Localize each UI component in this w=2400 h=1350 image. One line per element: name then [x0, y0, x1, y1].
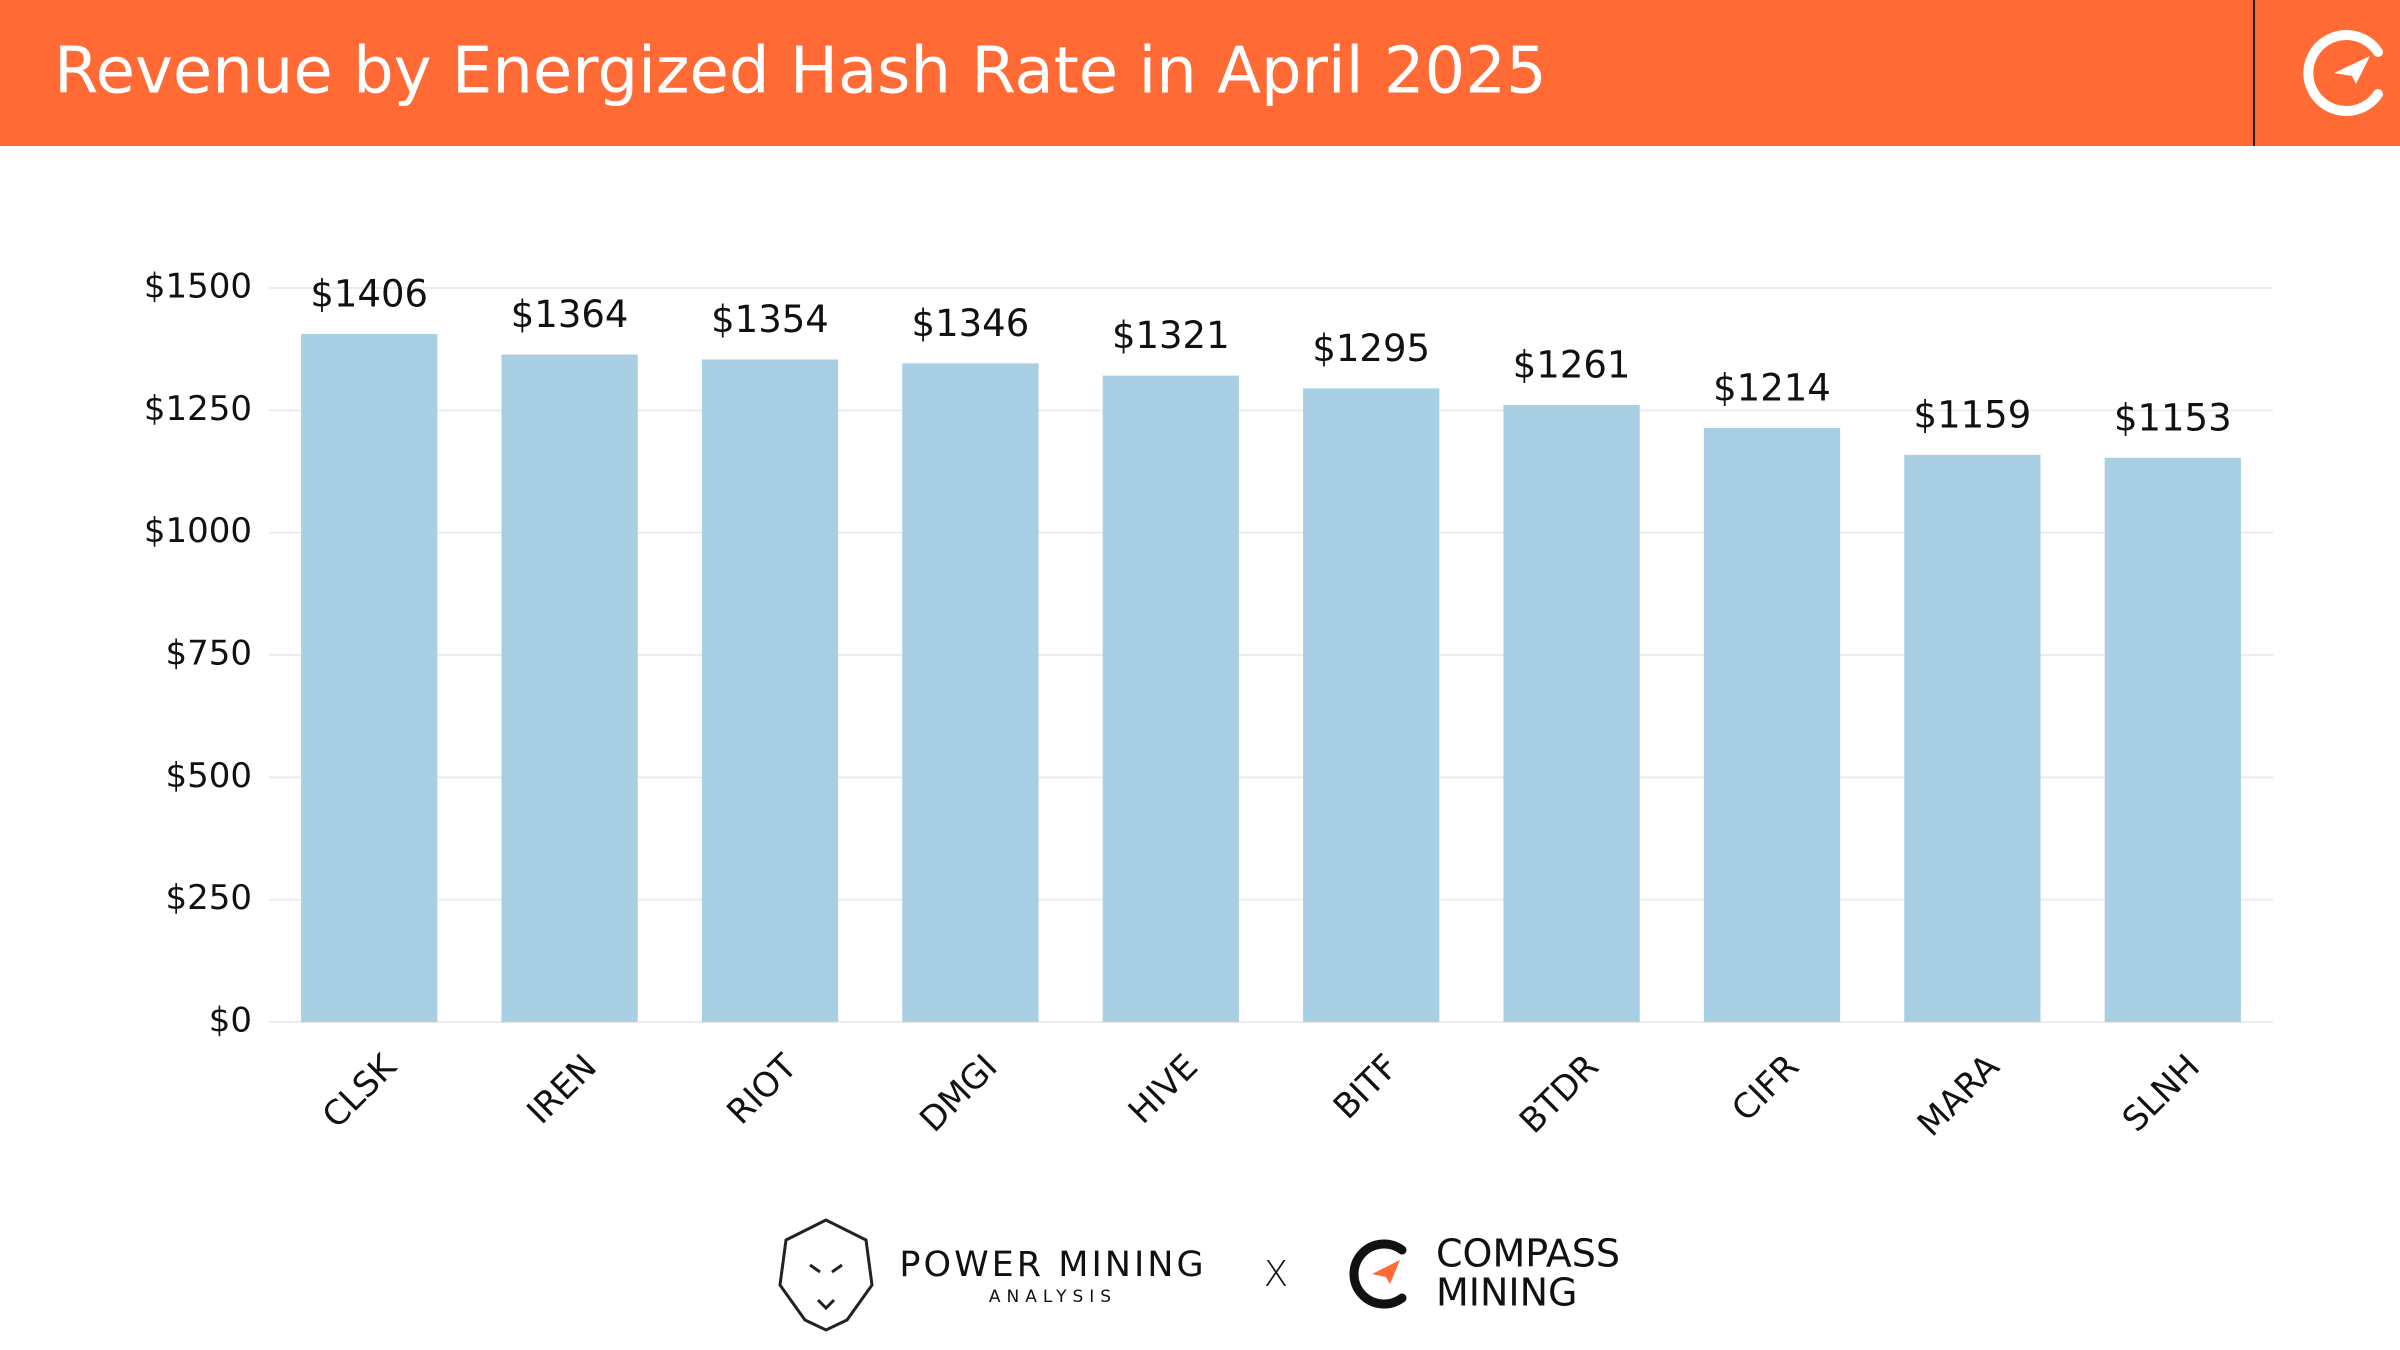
value-label: $1406 — [310, 272, 428, 315]
footer-subtitle: ANALYSIS — [989, 1287, 1117, 1307]
bar — [1904, 454, 2041, 1022]
bar — [501, 354, 638, 1023]
y-tick-label: $1250 — [144, 389, 252, 429]
value-label: $1321 — [1112, 314, 1230, 357]
bar — [301, 333, 438, 1023]
bar — [1703, 427, 1841, 1022]
value-label: $1159 — [1914, 393, 2032, 436]
x-tick-label: CLSK — [315, 1046, 406, 1137]
y-tick-label: $750 — [165, 634, 252, 674]
value-label: $1354 — [711, 298, 829, 341]
x-tick-label: DMGI — [912, 1047, 1005, 1140]
footer-brand: COMPASS — [1436, 1232, 1620, 1276]
x-tick-label: RIOT — [719, 1047, 805, 1133]
y-tick-label: $1500 — [144, 267, 252, 307]
header-logo — [2303, 30, 2383, 116]
value-label: $1214 — [1713, 366, 1831, 409]
bar — [2104, 457, 2241, 1022]
x-tick-label: IREN — [519, 1047, 604, 1132]
value-label: $1261 — [1513, 343, 1631, 386]
footer: POWER MINING ANALYSIS X COMPASS MINING — [778, 1218, 1620, 1332]
footer-brand: MINING — [1436, 1271, 1578, 1315]
x-tick-label: HIVE — [1121, 1047, 1206, 1132]
x-tick-label: CIFR — [1724, 1047, 1807, 1130]
y-tick-label: $0 — [209, 1001, 252, 1041]
x-tick-label: BTDR — [1512, 1047, 1607, 1142]
footer-separator: X — [1264, 1254, 1289, 1295]
bar — [1303, 388, 1440, 1022]
value-label: $1364 — [511, 293, 629, 336]
y-tick-label: $1000 — [144, 511, 252, 551]
lion-logo — [778, 1218, 874, 1332]
header-bar — [0, 0, 2400, 146]
x-tick-label: SLNH — [2115, 1047, 2208, 1140]
footer-brand: POWER MINING — [899, 1245, 1206, 1285]
x-tick-label: BITF — [1326, 1047, 1406, 1127]
x-tick-label: MARA — [1910, 1047, 2008, 1145]
bar — [1503, 404, 1640, 1022]
chart-title: Revenue by Energized Hash Rate in April … — [54, 35, 1547, 109]
bar — [701, 359, 839, 1023]
y-tick-label: $500 — [165, 756, 252, 796]
bar — [902, 363, 1039, 1023]
compass-logo — [1349, 1239, 1407, 1309]
value-label: $1346 — [912, 302, 1030, 345]
value-label: $1295 — [1312, 327, 1430, 370]
y-tick-label: $250 — [165, 878, 252, 918]
bar — [1102, 375, 1239, 1022]
plot-area: $0 $250 $500 $750 $1000 $1250 $1500 $1406 CLSK $1… — [144, 267, 2273, 1145]
value-label: $1153 — [2114, 396, 2232, 439]
